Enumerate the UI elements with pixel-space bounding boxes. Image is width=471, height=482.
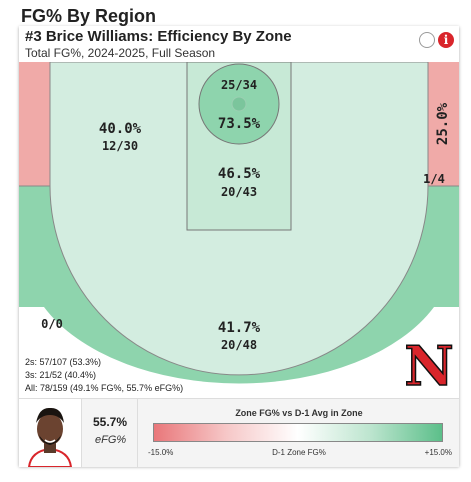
card-footer: 55.7% eFG% Zone FG% vs D-1 Avg in Zone -… [19, 398, 460, 468]
card-header: #3 Brice Williams: Efficiency By Zone To… [19, 26, 459, 62]
color-legend: Zone FG% vs D-1 Avg in Zone -15.0% D-1 Z… [137, 399, 460, 467]
threes-stat: 3s: 21/52 (40.4%) [25, 370, 97, 380]
right-corner-percent: 25.0% [435, 102, 451, 145]
svg-text:N: N [404, 339, 453, 391]
zone-left-corner[interactable] [19, 62, 50, 186]
hoop-marker [231, 96, 247, 112]
corner-three-fraction: 0/0 [41, 317, 63, 331]
zone-right-corner[interactable] [428, 62, 459, 186]
team-logo: N [404, 339, 454, 391]
legend-low-label: -15.0% [148, 448, 174, 457]
page-title: FG% By Region [21, 6, 157, 26]
shooting-summary: 2s: 57/107 (53.3%) 3s: 21/52 (40.4%) All… [25, 356, 183, 395]
twos-stat: 2s: 57/107 (53.3%) [25, 357, 102, 367]
chart-subtitle: Total FG%, 2024-2025, Full Season [25, 46, 216, 60]
top-three-fraction: 20/48 [221, 338, 257, 352]
player-title: #3 Brice Williams: Efficiency By Zone [25, 28, 292, 45]
left-mid-fraction: 12/30 [102, 139, 138, 153]
rim-percent: 73.5% [218, 116, 261, 132]
left-mid-percent: 40.0% [99, 121, 142, 137]
top-three-percent: 41.7% [218, 320, 261, 336]
avatar-icon [19, 399, 81, 468]
efg-label: eFG% [95, 434, 127, 446]
all-stat: All: 78/159 (49.1% FG%, 55.7% eFG%) [25, 383, 184, 393]
paint-fraction: 20/43 [221, 185, 257, 199]
shot-chart-card: #3 Brice Williams: Efficiency By Zone To… [19, 26, 460, 468]
legend-gradient-bar [153, 423, 443, 442]
right-corner-fraction: 1/4 [423, 172, 445, 186]
court-diagram: 25/34 73.5% 46.5% 20/43 40.0% 12/30 25.0… [19, 62, 459, 398]
efg-value: 55.7% [93, 415, 128, 429]
info-icon[interactable]: i [438, 32, 454, 48]
circle-icon[interactable] [419, 32, 435, 48]
rim-fraction: 25/34 [221, 78, 257, 92]
legend-title: Zone FG% vs D-1 Avg in Zone [235, 408, 363, 418]
player-avatar [19, 399, 82, 468]
legend-mid-label: D-1 Zone FG% [272, 448, 326, 457]
paint-percent: 46.5% [218, 166, 261, 182]
legend-high-label: +15.0% [424, 448, 452, 457]
